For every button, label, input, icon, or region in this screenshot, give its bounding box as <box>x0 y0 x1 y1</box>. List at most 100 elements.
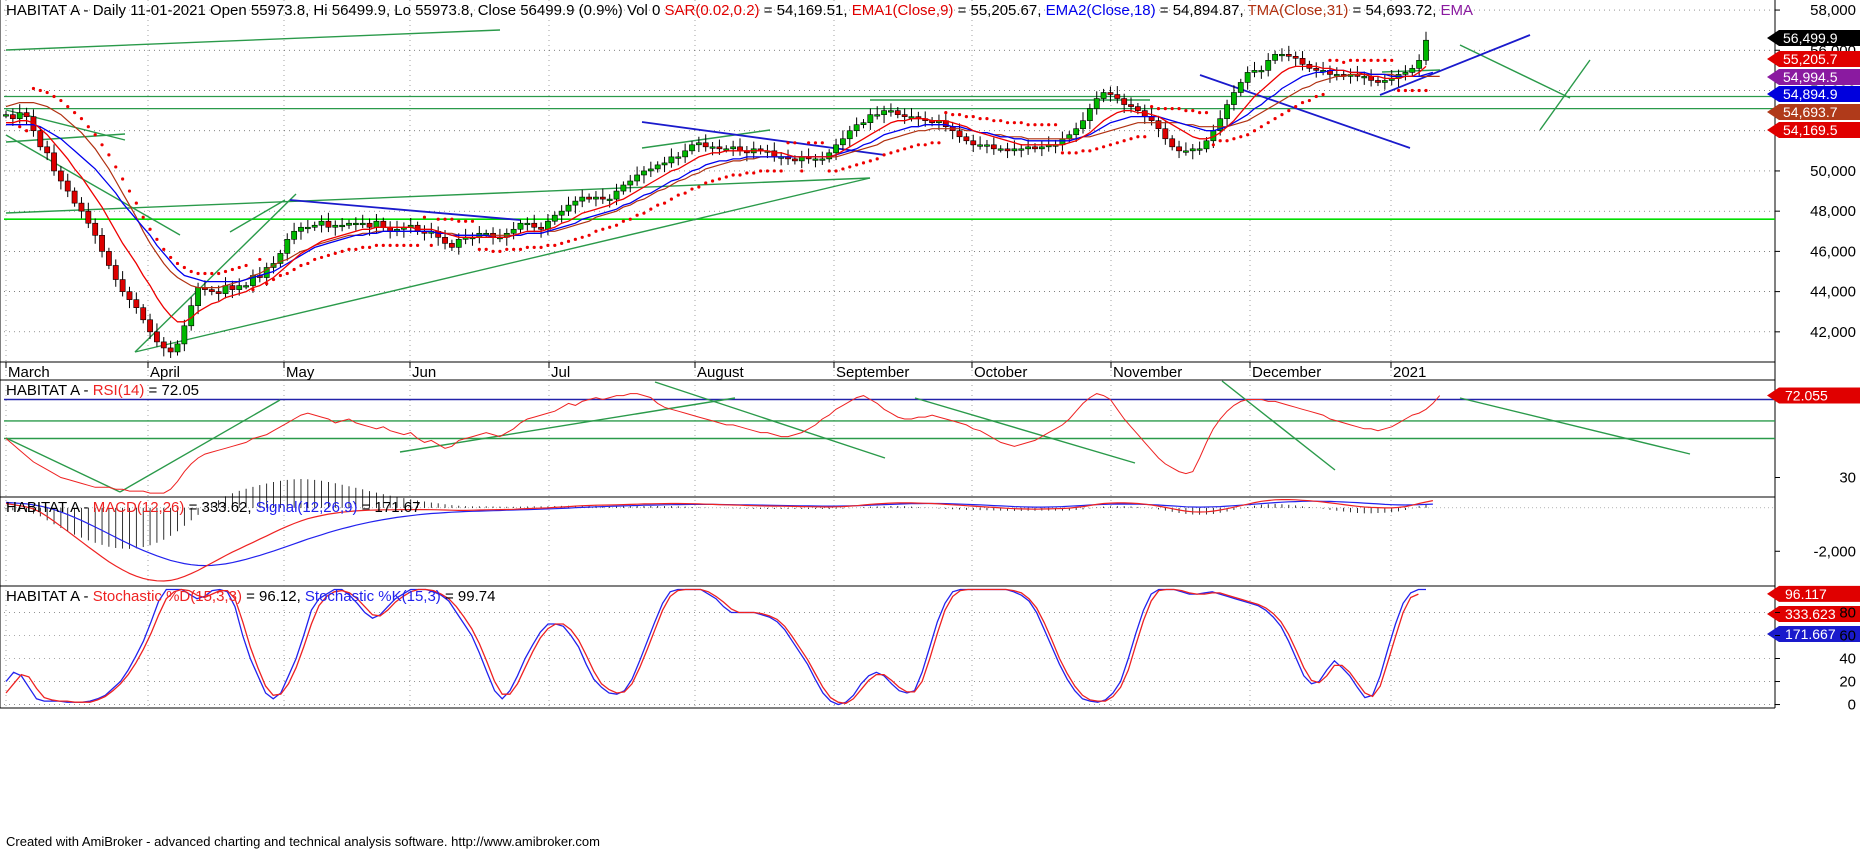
candle-body <box>510 228 517 234</box>
sar-dot <box>1170 107 1174 111</box>
candle-body <box>970 140 977 146</box>
month-label: September <box>836 364 909 381</box>
sar-dot <box>1053 123 1058 127</box>
trendline <box>134 177 871 353</box>
sar-dot <box>1067 151 1071 155</box>
candle-body <box>853 124 860 132</box>
sar-dot <box>1191 109 1195 113</box>
sar-dot <box>518 247 523 251</box>
stoch-tick-label: 40 <box>1839 651 1856 668</box>
sar-dot <box>251 288 255 292</box>
sar-dot <box>608 225 612 229</box>
candle-body <box>1107 92 1114 95</box>
sar-dot <box>1019 121 1023 125</box>
sar-dot <box>1266 121 1270 125</box>
sar-dot <box>772 169 776 173</box>
trendline <box>1539 59 1591 131</box>
title-segment: EMA1(Close,9) <box>852 2 954 19</box>
sar-dot <box>594 229 598 233</box>
sar-dot <box>1287 109 1291 113</box>
candle-body <box>1237 82 1244 93</box>
blue-trendline <box>1379 34 1531 96</box>
sar-dot <box>395 243 399 247</box>
candle-body <box>1038 146 1045 150</box>
candle-body <box>442 237 448 244</box>
sar-dot <box>882 153 886 157</box>
sar-dot <box>909 145 914 149</box>
price-panel[interactable]: 42,00044,00046,00048,00050,00052,00054,0… <box>3 0 1860 708</box>
candle-body <box>133 299 140 308</box>
stoch-title-segment: = 99.74 <box>441 588 496 605</box>
candle-body <box>448 243 455 248</box>
candle-body <box>840 138 846 146</box>
candle-body <box>23 112 30 117</box>
ema18-line <box>6 69 1434 283</box>
title-segment: = 54,894.87, <box>1156 2 1248 19</box>
stoch-k-line <box>5 588 1426 706</box>
candle-body <box>1299 58 1306 65</box>
sar-dot <box>1294 104 1298 109</box>
candle-body <box>1409 68 1416 73</box>
macd-panel[interactable]: -2,000 HABITAT A - MACD(12,26) = 333.62, … <box>4 478 1860 642</box>
candle-body <box>524 222 531 226</box>
sar-dot <box>1033 123 1037 127</box>
candle-body <box>1402 72 1409 75</box>
sar-dot <box>31 86 36 91</box>
sar-dot <box>999 119 1003 123</box>
sar-dot <box>758 169 763 173</box>
candle-body <box>901 114 908 117</box>
trendline <box>5 134 181 236</box>
candle-body <box>1333 74 1340 77</box>
candle-body <box>366 222 373 228</box>
candle-body <box>517 222 524 230</box>
candle-body <box>126 291 133 300</box>
candle-body <box>1231 92 1237 105</box>
candle-body <box>119 279 126 292</box>
sar-dot <box>614 223 619 227</box>
sar-dot <box>923 143 927 147</box>
candle-body <box>1155 120 1162 130</box>
macd-value-tag <box>1767 606 1860 622</box>
sar-dot <box>1026 123 1030 127</box>
candle-body <box>339 224 346 228</box>
sar-dot <box>1122 139 1126 143</box>
last-value-tag: 54,994.5 <box>1767 69 1860 85</box>
sar-dot <box>484 247 488 251</box>
sar-dot <box>258 257 262 262</box>
rsi-panel[interactable]: 30 HABITAT A - RSI(14) = 72.05 72.055 <box>4 380 1860 494</box>
stochastic-panel[interactable]: 0 20 40 60 80 HABITAT A - Stochastic %D(15,3,… <box>4 585 1860 714</box>
sar-dot <box>1369 58 1373 62</box>
sar-dot <box>731 173 735 177</box>
candle-body <box>791 158 798 162</box>
candle-body <box>593 196 599 200</box>
sar-dot <box>1376 58 1380 62</box>
candle-body <box>1272 53 1278 61</box>
candle-body <box>325 220 332 228</box>
candle-body <box>867 114 874 123</box>
last-value-tag: 56,499.9 <box>1767 30 1860 46</box>
sar-dot <box>155 237 159 241</box>
sar-dot <box>52 94 56 99</box>
candle-body <box>1128 104 1134 107</box>
candle-body <box>647 168 654 172</box>
sar-dot <box>642 211 646 215</box>
trendline <box>134 193 297 353</box>
sar-dot <box>621 219 625 223</box>
sar-dot <box>662 201 667 205</box>
value-tag-shape <box>1767 122 1860 138</box>
sar-dot <box>313 257 317 262</box>
sar-dot <box>1101 145 1106 149</box>
sar-dot <box>820 141 824 145</box>
sar-dot <box>367 245 372 249</box>
sar-dot <box>1417 88 1421 93</box>
sar-dot <box>1081 149 1085 153</box>
sar-dot <box>1321 92 1325 97</box>
rsi-title-segment: HABITAT A - <box>6 382 93 399</box>
sar-dot <box>992 119 996 123</box>
sar-dot <box>1355 58 1360 62</box>
candle-body <box>1176 146 1182 152</box>
candle-body <box>311 224 318 228</box>
candle-body <box>92 222 99 236</box>
sar-dot <box>669 197 674 201</box>
